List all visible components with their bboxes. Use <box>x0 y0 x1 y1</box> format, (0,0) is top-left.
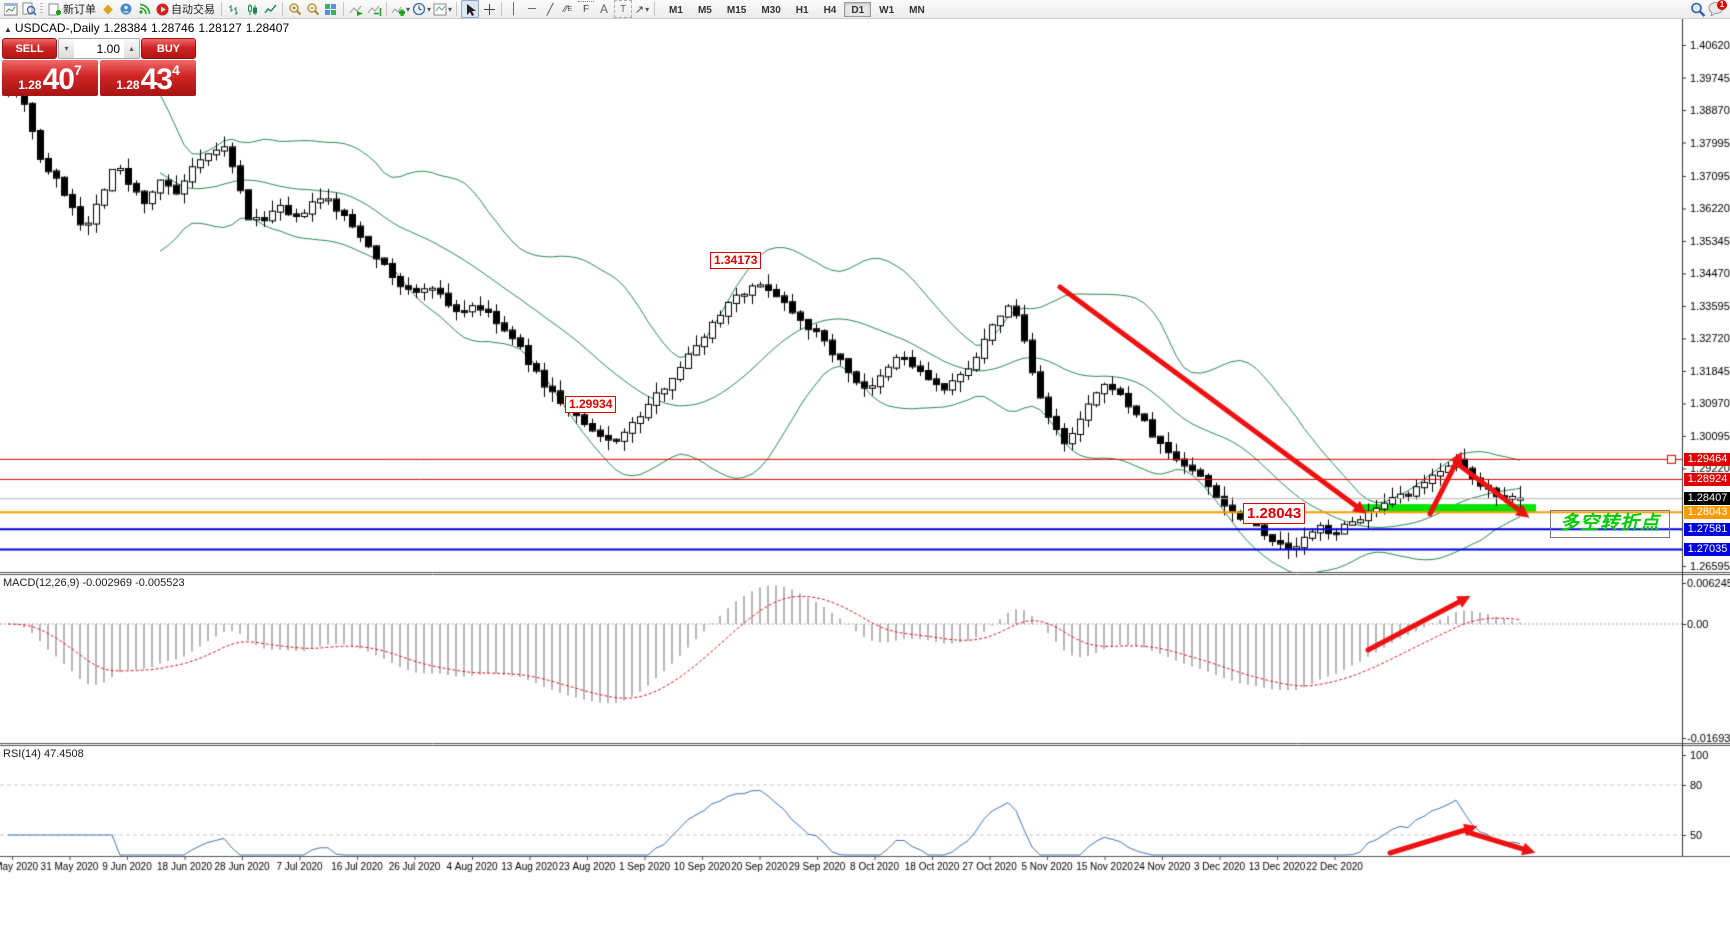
zoom-out-icon[interactable] <box>305 1 321 17</box>
autotrading-label: 自动交易 <box>171 4 215 16</box>
low-value: 1.28127 <box>198 21 242 35</box>
support-price-badge: 1.27035 <box>1684 543 1730 557</box>
tile-windows-icon[interactable] <box>323 1 339 17</box>
buy-price-main: 1.28 <box>116 78 140 92</box>
indicators-icon[interactable]: ▾ <box>391 1 410 17</box>
timeframe-h4-button[interactable]: H4 <box>817 2 844 17</box>
bid-price-badge: 1.28407 <box>1684 492 1730 506</box>
timeframe-m1-button[interactable]: M1 <box>662 2 690 17</box>
new-order-button[interactable]: 新订单 <box>45 1 99 17</box>
sell-price-big: 40 <box>42 63 75 96</box>
toolbar-separator <box>456 2 458 16</box>
buy-price-pip: 4 <box>171 62 180 78</box>
search-icon[interactable] <box>1690 1 1706 17</box>
autotrading-button[interactable]: 自动交易 <box>153 1 218 17</box>
buy-price-tile[interactable]: 1.28 43 4 <box>100 60 196 96</box>
signals-icon[interactable] <box>136 1 152 17</box>
data-preview-icon[interactable] <box>21 1 37 17</box>
fibonacci-tool-icon[interactable]: F <box>578 0 595 18</box>
auto-scroll-icon[interactable] <box>348 1 364 17</box>
crosshair-tool-icon[interactable] <box>481 1 497 17</box>
toolbar: 新订单 ◆ 自动交易 ▾ ▾ ▾ │ ─ ╱ ⁄⁄ E F A T ↗ ▾ <box>0 0 1730 19</box>
periods-icon[interactable]: ▾ <box>412 1 431 17</box>
toolbar-separator <box>654 2 656 16</box>
close-value: 1.28407 <box>245 21 290 35</box>
chart-window-icon[interactable] <box>3 1 19 17</box>
price-callout[interactable]: 1.28043 <box>1243 503 1306 524</box>
support-price-badge: 1.27581 <box>1684 522 1730 536</box>
metaeditor-icon[interactable]: ◆ <box>103 1 113 16</box>
timeframe-m30-button[interactable]: M30 <box>754 2 787 17</box>
vertical-line-tool-icon[interactable]: │ <box>510 3 518 15</box>
timeframe-buttons: M1 M5 M15 M30 H1 H4 D1 W1 MN <box>662 1 932 17</box>
channel-tool-icon[interactable]: ⁄⁄ E <box>564 3 573 15</box>
notification-count-badge: 1 <box>1717 0 1727 10</box>
support-price-badge: 1.28043 <box>1684 505 1730 519</box>
zoom-in-icon[interactable] <box>287 1 303 17</box>
sell-price-main: 1.28 <box>18 78 42 92</box>
chart-title: ▲ USDCAD-,Daily 1.28384 1.28746 1.28127 1.284… <box>4 21 293 35</box>
chart-shift-icon[interactable] <box>366 1 382 17</box>
toolbar-separator <box>386 2 387 16</box>
rsi-label: RSI(14) 47.4508 <box>3 748 84 760</box>
timeframe-d1-button[interactable]: D1 <box>844 1 872 17</box>
toolbar-separator <box>282 2 283 16</box>
timeframe-h1-button[interactable]: H1 <box>789 2 816 17</box>
volume-stepper: ▾ ▴ <box>58 38 140 59</box>
toolbar-grip <box>40 3 43 15</box>
new-order-label: 新订单 <box>63 4 96 16</box>
market-icon[interactable] <box>118 1 134 17</box>
sell-price-tile[interactable]: 1.28 40 7 <box>2 60 98 96</box>
price-callout[interactable]: 1.29934 <box>565 396 617 413</box>
timeframe-mn-button[interactable]: MN <box>902 2 932 17</box>
sell-price-pip: 7 <box>73 62 82 78</box>
collapse-panel-icon[interactable]: ▲ <box>4 25 12 34</box>
buy-button[interactable]: BUY <box>141 38 196 59</box>
price-callout[interactable]: 1.34173 <box>710 252 762 269</box>
one-click-trading-panel: SELL ▾ ▴ BUY 1.28 40 7 1.28 43 4 <box>2 38 196 96</box>
volume-input[interactable] <box>74 39 124 58</box>
line-chart-mode-icon[interactable] <box>262 1 278 17</box>
turning-point-annotation[interactable]: 多空转折点 <box>1550 510 1670 538</box>
templates-icon[interactable]: ▾ <box>433 1 452 17</box>
buy-price-big: 43 <box>140 63 173 96</box>
resistance-price-badge: 1.29464 <box>1684 452 1730 466</box>
sell-button[interactable]: SELL <box>2 38 57 59</box>
open-value: 1.28384 <box>103 21 147 35</box>
toolbar-separator <box>343 2 344 16</box>
chat-notification-icon[interactable]: 1 <box>1708 0 1727 17</box>
timeframe-m15-button[interactable]: M15 <box>720 2 753 17</box>
timeframe-m5-button[interactable]: M5 <box>691 2 719 17</box>
horizontal-line-tool-icon[interactable]: ─ <box>528 3 536 15</box>
high-value: 1.28746 <box>151 21 195 35</box>
symbol-period-label: USDCAD-,Daily <box>14 21 100 35</box>
toolbar-separator <box>501 2 503 16</box>
cursor-tool-icon[interactable] <box>461 0 480 18</box>
timeframe-w1-button[interactable]: W1 <box>872 2 901 17</box>
arrows-tool-icon[interactable]: ↗ ▾ <box>634 3 650 16</box>
macd-label: MACD(12,26,9) -0.002969 -0.005523 <box>3 577 185 589</box>
bar-chart-mode-icon[interactable] <box>226 1 242 17</box>
text-label-tool-icon[interactable]: T <box>614 0 633 18</box>
toolbar-separator <box>221 2 222 16</box>
resistance-price-badge: 1.28924 <box>1684 472 1730 486</box>
text-tool-icon[interactable]: A <box>600 2 609 16</box>
candlestick-mode-icon[interactable] <box>244 1 260 17</box>
trendline-tool-icon[interactable]: ╱ <box>546 3 554 16</box>
volume-increase-button[interactable]: ▴ <box>124 39 139 58</box>
volume-decrease-button[interactable]: ▾ <box>59 39 74 58</box>
